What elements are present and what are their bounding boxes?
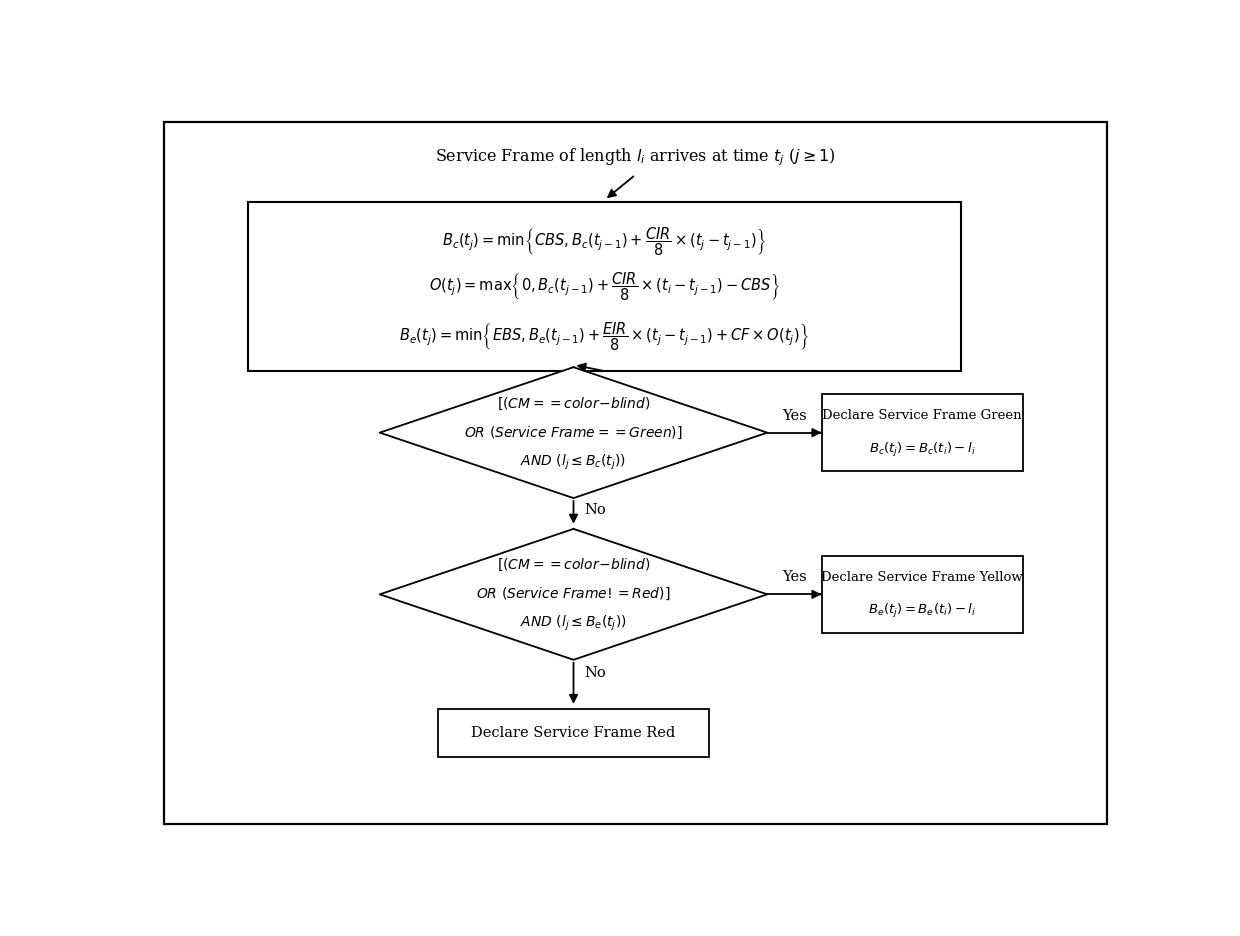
Text: $[(CM == color\!-\!blind)$: $[(CM == color\!-\!blind)$ [497, 557, 650, 573]
Text: Declare Service Frame Red: Declare Service Frame Red [471, 726, 676, 740]
Text: $OR\ (Service\ Frame == Green)]$: $OR\ (Service\ Frame == Green)]$ [464, 425, 683, 441]
FancyBboxPatch shape [821, 556, 1023, 633]
Text: $AND\ (l_j \leq B_c(t_j))$: $AND\ (l_j \leq B_c(t_j))$ [521, 452, 626, 472]
Text: $AND\ (l_j \leq B_e(t_j))$: $AND\ (l_j \leq B_e(t_j))$ [521, 614, 626, 634]
Text: No: No [584, 504, 606, 518]
Text: Yes: Yes [782, 409, 807, 423]
Text: $B_e(t_j) = B_e(t_i) - l_i$: $B_e(t_j) = B_e(t_i) - l_i$ [868, 602, 976, 621]
Text: Declare Service Frame Green: Declare Service Frame Green [822, 409, 1022, 422]
Text: $B_c(t_j) = \min\left\{CBS, B_c(t_{j-1}) + \dfrac{CIR}{8} \times (t_j - t_{j-1}): $B_c(t_j) = \min\left\{CBS, B_c(t_{j-1})… [443, 226, 766, 258]
Text: $B_e(t_j) = \min\left\{EBS, B_e(t_{j-1}) + \dfrac{EIR}{8} \times (t_j - t_{j-1}): $B_e(t_j) = \min\left\{EBS, B_e(t_{j-1})… [399, 320, 810, 353]
Text: $B_c(t_j) = B_c(t_i) - l_i$: $B_c(t_j) = B_c(t_i) - l_i$ [869, 441, 976, 459]
Text: $OR\ (Service\ Frame != Red)]$: $OR\ (Service\ Frame != Red)]$ [476, 586, 671, 603]
FancyBboxPatch shape [164, 122, 1106, 824]
Text: Declare Service Frame Yellow: Declare Service Frame Yellow [821, 571, 1023, 584]
FancyBboxPatch shape [438, 709, 709, 757]
Text: Service Frame of length $l_i$ arrives at time $t_j$ ($j \geq 1$): Service Frame of length $l_i$ arrives at… [435, 146, 836, 168]
FancyBboxPatch shape [821, 394, 1023, 471]
Text: $[(CM == color\!-\!blind)$: $[(CM == color\!-\!blind)$ [497, 395, 650, 412]
FancyBboxPatch shape [248, 201, 961, 371]
Text: $O(t_j) = \max\left\{0, B_c(t_{j-1}) + \dfrac{CIR}{8} \times (t_i - t_{j-1}) - C: $O(t_j) = \max\left\{0, B_c(t_{j-1}) + \… [429, 271, 780, 302]
Text: No: No [584, 665, 606, 680]
Polygon shape [379, 529, 768, 660]
Polygon shape [379, 367, 768, 498]
Text: Yes: Yes [782, 570, 807, 584]
